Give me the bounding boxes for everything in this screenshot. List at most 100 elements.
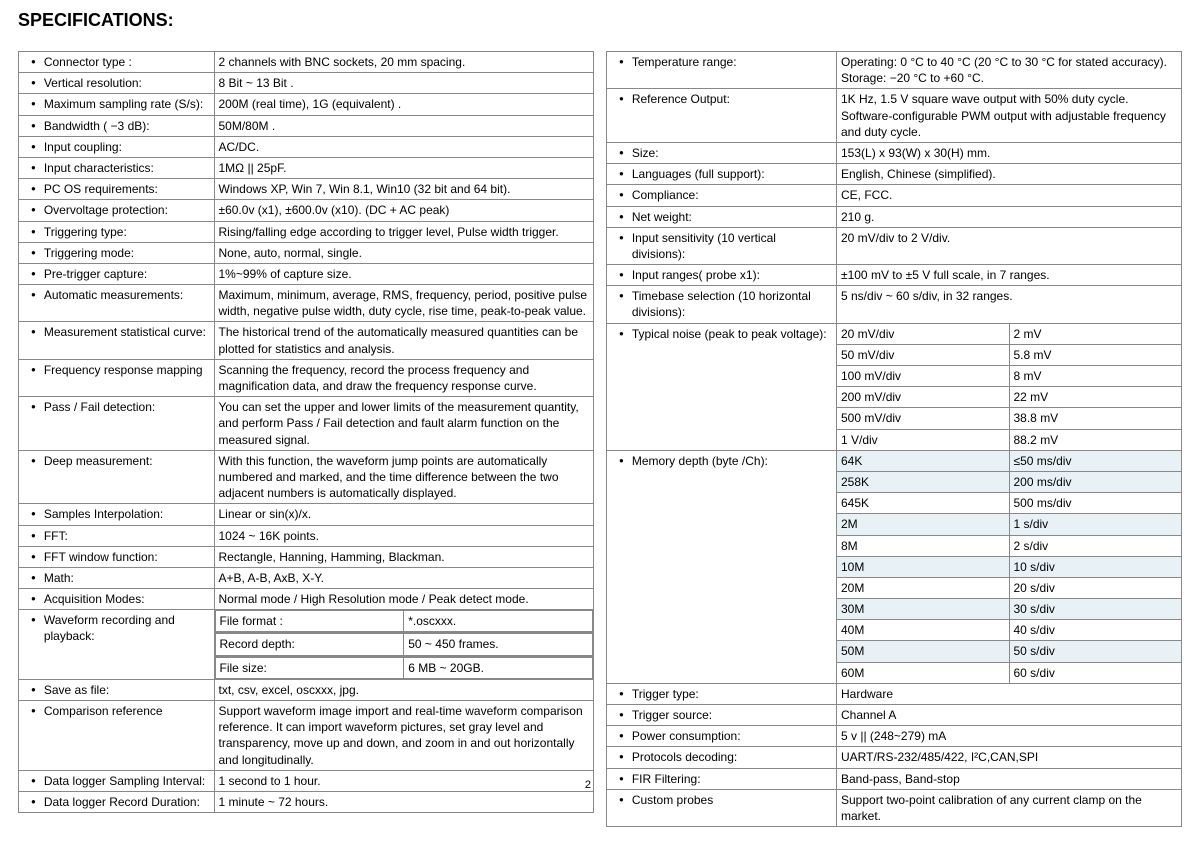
spec-value: 1024 ~ 16K points. bbox=[214, 525, 594, 546]
spec-label: Protocols decoding: bbox=[611, 749, 832, 765]
spec-value: Support waveform image import and real-t… bbox=[214, 701, 594, 771]
spec-label: Input characteristics: bbox=[23, 160, 210, 176]
spec-label: Automatic measurements: bbox=[23, 287, 210, 303]
right-table: Temperature range: Operating: 0 °C to 40 … bbox=[606, 51, 1182, 827]
spec-label: Deep measurement: bbox=[23, 453, 210, 469]
spec-label: Samples Interpolation: bbox=[23, 506, 210, 522]
spec-label: Data logger Sampling Interval: bbox=[23, 773, 210, 789]
noise-value: 8 mV bbox=[1009, 366, 1182, 387]
mem-cond: 50 s/div bbox=[1009, 641, 1182, 662]
spec-value: 20 mV/div to 2 V/div. bbox=[837, 227, 1182, 264]
spec-value: Scanning the frequency, record the proce… bbox=[214, 359, 594, 396]
spec-value: Rising/falling edge according to trigger… bbox=[214, 221, 594, 242]
spec-label: Compliance: bbox=[611, 187, 832, 203]
spec-label: Measurement statistical curve: bbox=[23, 324, 210, 340]
mem-cond: 2 s/div bbox=[1009, 535, 1182, 556]
spec-label: Trigger type: bbox=[611, 686, 832, 702]
noise-range: 50 mV/div bbox=[837, 344, 1010, 365]
spec-label: Connector type : bbox=[23, 54, 210, 70]
sub-value: 6 MB ~ 20GB. bbox=[404, 657, 593, 678]
spec-label: Overvoltage protection: bbox=[23, 202, 210, 218]
spec-label: Net weight: bbox=[611, 209, 832, 225]
spec-value: 1 minute ~ 72 hours. bbox=[219, 795, 329, 809]
mem-cond: 60 s/div bbox=[1009, 662, 1182, 683]
spec-value: Operating: 0 °C to 40 °C (20 °C to 30 °C… bbox=[837, 52, 1182, 89]
spec-label: Trigger source: bbox=[611, 707, 832, 723]
spec-columns: Connector type :2 channels with BNC sock… bbox=[18, 51, 1182, 827]
spec-label: FFT: bbox=[23, 528, 210, 544]
mem-cond: 1 s/div bbox=[1009, 514, 1182, 535]
spec-value: CE, FCC. bbox=[837, 185, 1182, 206]
spec-label: Comparison reference bbox=[23, 703, 210, 719]
spec-label: Typical noise (peak to peak voltage): bbox=[611, 326, 832, 342]
noise-range: 20 mV/div bbox=[837, 323, 1010, 344]
noise-range: 1 V/div bbox=[837, 429, 1010, 450]
mem-cond: 30 s/div bbox=[1009, 599, 1182, 620]
mem-cond: 10 s/div bbox=[1009, 556, 1182, 577]
mem-depth: 10M bbox=[837, 556, 1010, 577]
spec-label: Vertical resolution: bbox=[23, 75, 210, 91]
spec-label: Maximum sampling rate (S/s): bbox=[23, 96, 210, 112]
noise-range: 200 mV/div bbox=[837, 387, 1010, 408]
spec-label: Temperature range: bbox=[611, 54, 832, 70]
spec-label: Triggering type: bbox=[23, 224, 210, 240]
spec-value: Maximum, minimum, average, RMS, frequenc… bbox=[214, 285, 594, 322]
spec-value: txt, csv, excel, oscxxx, jpg. bbox=[214, 679, 594, 700]
spec-value: 1MΩ || 25pF. bbox=[214, 157, 594, 178]
spec-value: 2 channels with BNC sockets, 20 mm spaci… bbox=[214, 52, 594, 73]
spec-value: 5 v || (248~279) mA bbox=[837, 726, 1182, 747]
mem-cond: 20 s/div bbox=[1009, 577, 1182, 598]
mem-depth: 30M bbox=[837, 599, 1010, 620]
spec-value: ±60.0v (x1), ±600.0v (x10). (DC + AC pea… bbox=[214, 200, 594, 221]
sub-label: Record depth: bbox=[215, 634, 404, 655]
spec-label: Input coupling: bbox=[23, 139, 210, 155]
mem-depth: 40M bbox=[837, 620, 1010, 641]
spec-value: 1 second to 1 hour. bbox=[214, 770, 594, 791]
spec-value: The historical trend of the automaticall… bbox=[214, 322, 594, 359]
mem-cond: ≤50 ms/div bbox=[1009, 450, 1182, 471]
mem-depth: 8M bbox=[837, 535, 1010, 556]
spec-label: Input ranges( probe x1): bbox=[611, 267, 832, 283]
spec-value: Windows XP, Win 7, Win 8.1, Win10 (32 bi… bbox=[214, 179, 594, 200]
spec-label: Languages (full support): bbox=[611, 166, 832, 182]
spec-label: Size: bbox=[611, 145, 832, 161]
spec-value: 210 g. bbox=[837, 206, 1182, 227]
spec-value: Linear or sin(x)/x. bbox=[214, 504, 594, 525]
mem-depth: 20M bbox=[837, 577, 1010, 598]
spec-label: Custom probes bbox=[611, 792, 832, 808]
spec-label: Reference Output: bbox=[611, 91, 832, 107]
spec-label: Data logger Record Duration: bbox=[23, 794, 210, 810]
noise-value: 88.2 mV bbox=[1009, 429, 1182, 450]
sub-label: File format : bbox=[215, 611, 404, 632]
mem-depth: 645K bbox=[837, 493, 1010, 514]
mem-depth: 258K bbox=[837, 471, 1010, 492]
spec-value: Band-pass, Band-stop bbox=[837, 768, 1182, 789]
spec-label: Triggering mode: bbox=[23, 245, 210, 261]
spec-value: 153(L) x 93(W) x 30(H) mm. bbox=[837, 142, 1182, 163]
sub-value: *.oscxxx. bbox=[404, 611, 593, 632]
mem-depth: 50M bbox=[837, 641, 1010, 662]
spec-value: 1%~99% of capture size. bbox=[214, 263, 594, 284]
spec-value: Support two-point calibration of any cur… bbox=[837, 789, 1182, 826]
spec-value: 5 ns/div ~ 60 s/div, in 32 ranges. bbox=[837, 286, 1182, 323]
mem-cond: 40 s/div bbox=[1009, 620, 1182, 641]
spec-value: Channel A bbox=[837, 705, 1182, 726]
spec-label: Power consumption: bbox=[611, 728, 832, 744]
spec-label: Memory depth (byte /Ch): bbox=[611, 453, 832, 469]
spec-label: PC OS requirements: bbox=[23, 181, 210, 197]
mem-depth: 64K bbox=[837, 450, 1010, 471]
page-title: SPECIFICATIONS: bbox=[18, 10, 1182, 31]
page-number: 2 bbox=[585, 778, 591, 793]
mem-depth: 60M bbox=[837, 662, 1010, 683]
spec-label: FFT window function: bbox=[23, 549, 210, 565]
spec-value: Hardware bbox=[837, 683, 1182, 704]
spec-value: UART/RS-232/485/422, I²C,CAN,SPI bbox=[837, 747, 1182, 768]
right-column: Temperature range: Operating: 0 °C to 40 … bbox=[606, 51, 1182, 827]
spec-label: Frequency response mapping bbox=[23, 362, 210, 378]
spec-value: You can set the upper and lower limits o… bbox=[214, 397, 594, 451]
mem-depth: 2M bbox=[837, 514, 1010, 535]
spec-value: 8 Bit ~ 13 Bit . bbox=[214, 73, 594, 94]
noise-value: 2 mV bbox=[1009, 323, 1182, 344]
spec-label: Pass / Fail detection: bbox=[23, 399, 210, 415]
noise-range: 500 mV/div bbox=[837, 408, 1010, 429]
